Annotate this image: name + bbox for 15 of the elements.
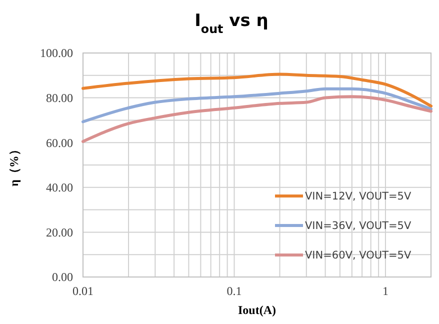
legend-label: VIN=60V, VOUT=5V <box>305 250 412 262</box>
y-tick-label: 60.00 <box>46 136 73 150</box>
y-tick-label: 100.00 <box>40 46 73 60</box>
x-tick-label: 0.1 <box>226 284 242 298</box>
y-tick-label: 40.00 <box>46 180 73 195</box>
legend-label: VIN=36V, VOUT=5V <box>305 220 412 232</box>
y-tick-label: 0.00 <box>52 270 73 284</box>
y-axis-title: η（%） <box>7 144 21 186</box>
legend-label: VIN=12V, VOUT=5V <box>305 190 412 203</box>
x-tick-label: 1 <box>382 284 388 298</box>
y-tick-label: 20.00 <box>46 225 73 240</box>
chart-title: I$_{out}$ vs η <box>194 11 268 36</box>
x-axis-title: Iout(A) <box>238 303 276 317</box>
x-tick-label: 0.01 <box>72 284 94 298</box>
y-tick-label: 80.00 <box>46 91 73 105</box>
